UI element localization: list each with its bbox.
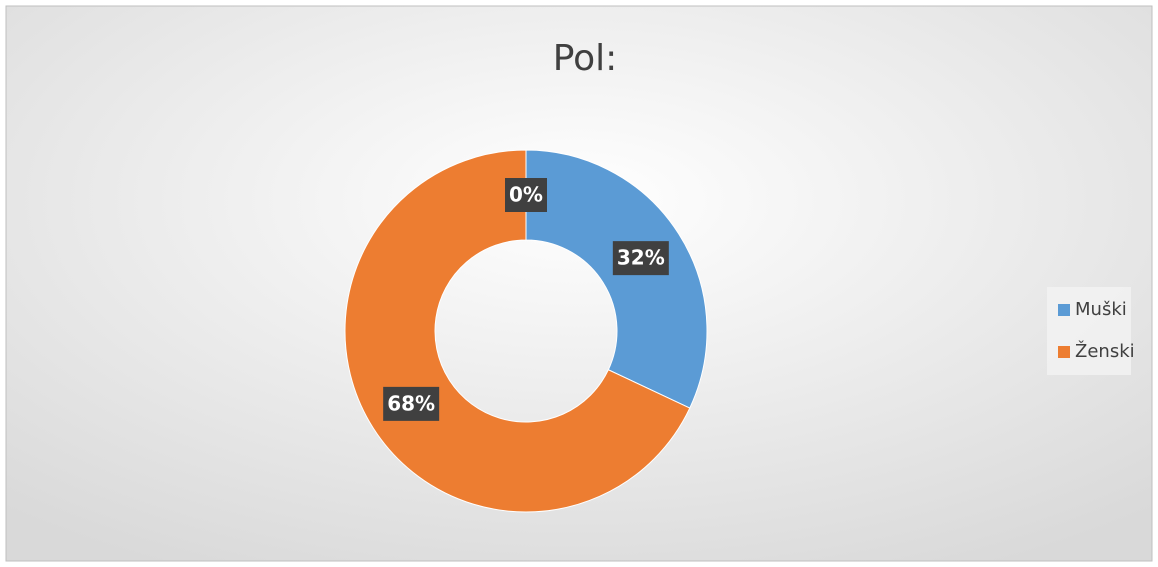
legend-box: [1047, 287, 1131, 375]
data-label: 32%: [617, 246, 665, 270]
data-label-box: [505, 178, 547, 212]
legend-label: Muški: [1075, 299, 1127, 320]
data-label: 68%: [387, 391, 435, 415]
data-label: 0%: [509, 183, 543, 207]
legend-swatch: [1058, 346, 1070, 358]
chart-title: Pol:: [553, 38, 618, 79]
legend-swatch: [1058, 304, 1070, 316]
data-label-box: [612, 241, 669, 276]
legend-label: Ženski: [1075, 340, 1135, 362]
donut-slice: [525, 149, 708, 409]
donut-slice: [344, 149, 691, 513]
data-label-box: [383, 386, 440, 421]
